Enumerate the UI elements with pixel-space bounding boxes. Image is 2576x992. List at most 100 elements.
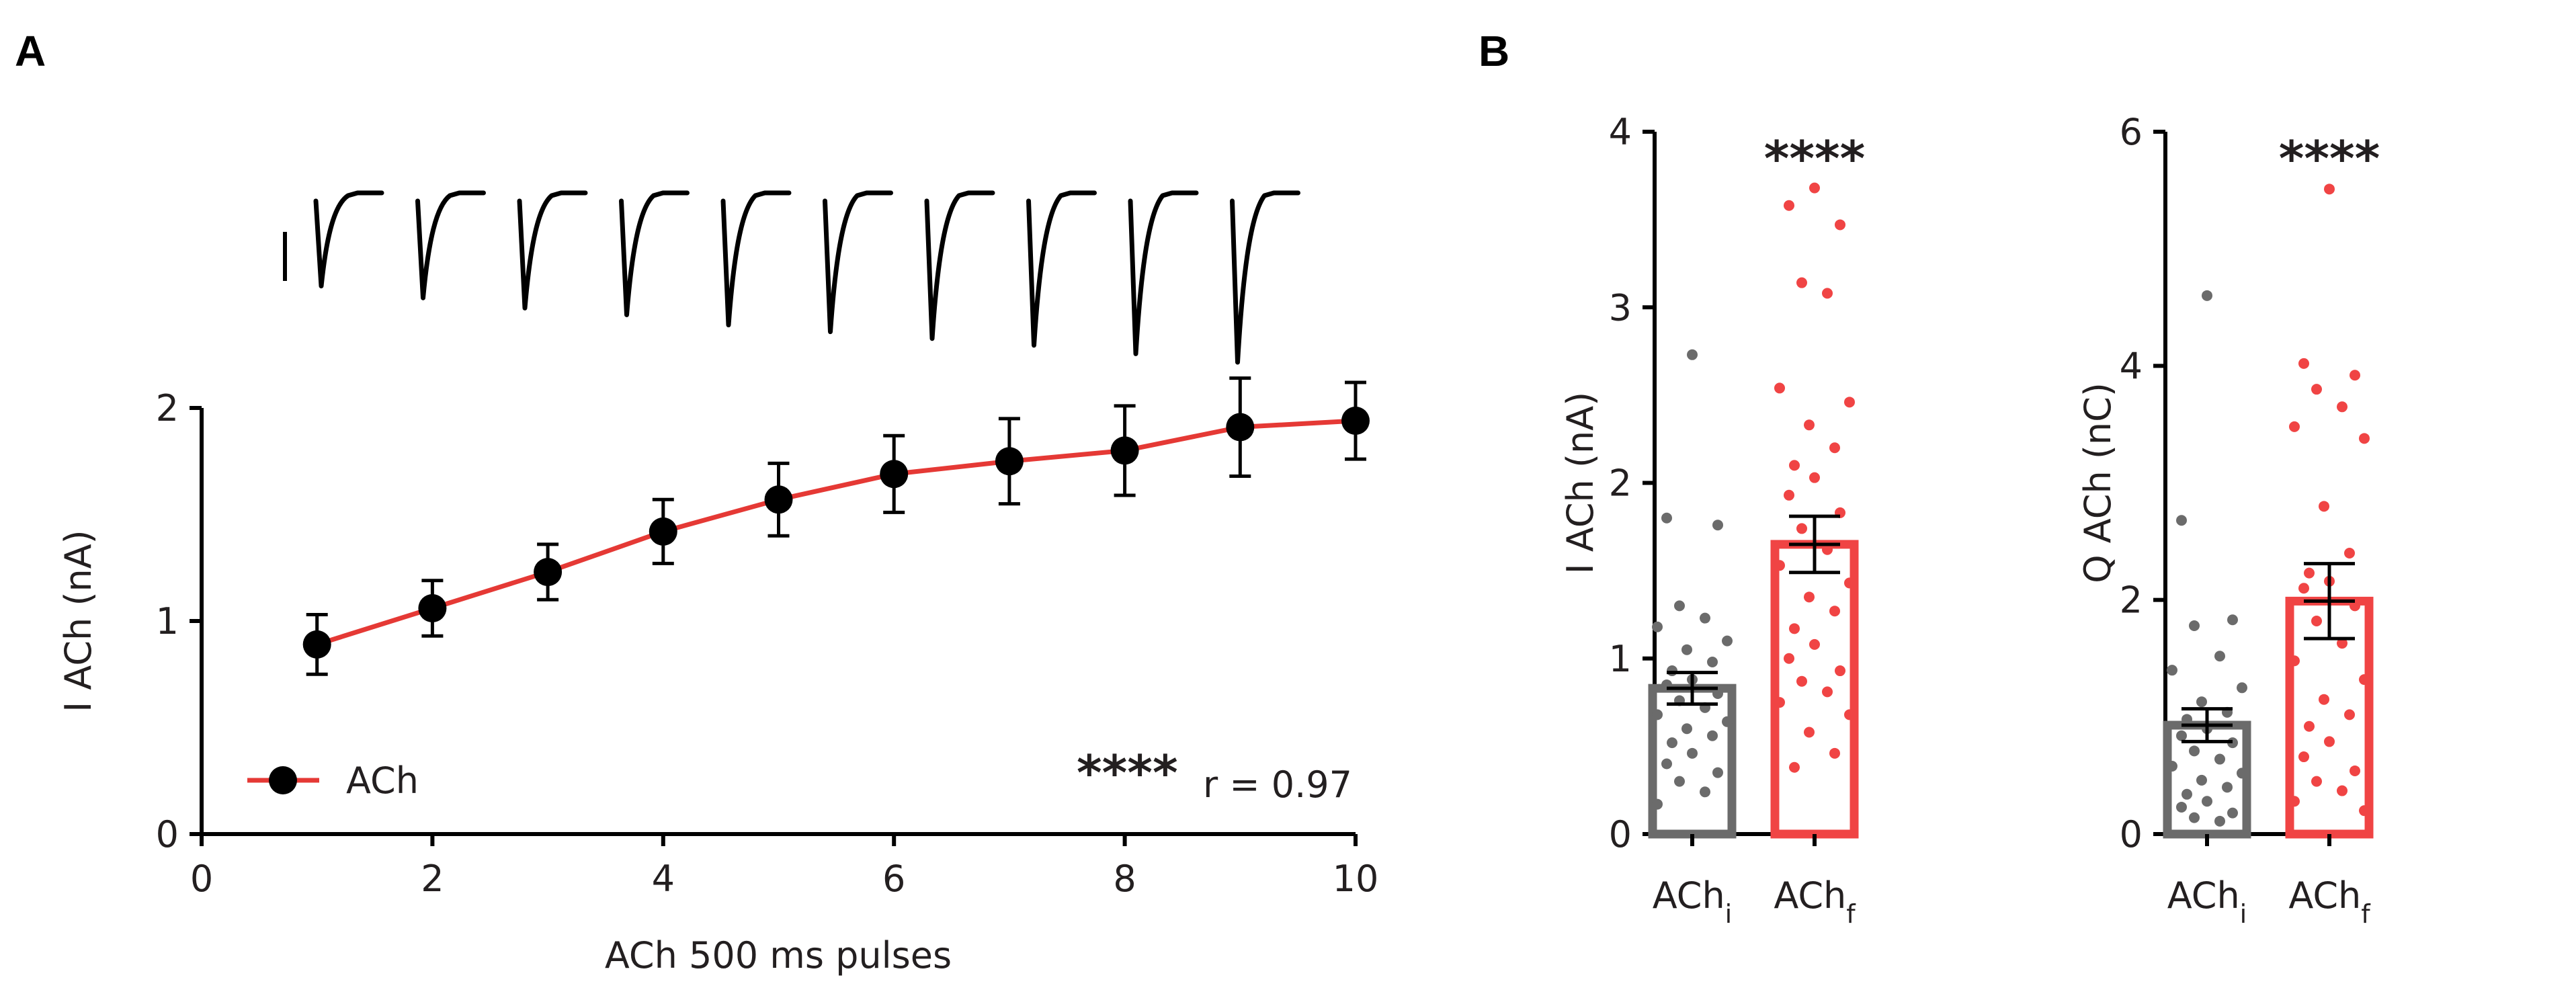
current-trace bbox=[720, 190, 792, 328]
data-point bbox=[995, 447, 1024, 476]
current-trace bbox=[619, 190, 690, 317]
legend: ACh bbox=[247, 759, 419, 802]
current-trace bbox=[1026, 190, 1097, 348]
data-point bbox=[2298, 751, 2309, 763]
data-point bbox=[302, 630, 331, 659]
category-label: AChi bbox=[2167, 874, 2247, 929]
data-point bbox=[1226, 413, 1255, 442]
panel-b-charge-chart: 0 2 4 6 Q ACh (nC) AChi AChf **** bbox=[2077, 111, 2380, 929]
data-point bbox=[1700, 612, 1710, 624]
data-point bbox=[1804, 591, 1815, 603]
data-point bbox=[1722, 635, 1733, 647]
data-point bbox=[1661, 512, 1672, 524]
data-point bbox=[1774, 697, 1785, 708]
y-tick-label: 1 bbox=[156, 600, 179, 643]
y-tick-label: 2 bbox=[2120, 579, 2143, 622]
current-traces bbox=[313, 190, 1300, 365]
data-point bbox=[1829, 606, 1840, 617]
data-point bbox=[2189, 620, 2200, 631]
x-tick-label: 8 bbox=[1113, 858, 1136, 900]
data-point bbox=[1784, 489, 1794, 501]
data-point bbox=[534, 558, 563, 587]
data-point bbox=[2319, 501, 2329, 512]
data-point bbox=[1789, 623, 1800, 634]
y-tick-label: 1 bbox=[1609, 638, 1632, 680]
data-point bbox=[2319, 694, 2329, 705]
y-tick-label: 0 bbox=[2120, 813, 2143, 856]
bar bbox=[1770, 540, 1859, 839]
data-point bbox=[2298, 583, 2309, 594]
data-point bbox=[2227, 807, 2238, 819]
y-axis-label-a: I ACh (nA) bbox=[57, 530, 99, 712]
data-point bbox=[2350, 370, 2360, 381]
data-point bbox=[2202, 796, 2212, 807]
data-point bbox=[1784, 653, 1794, 664]
data-point bbox=[1341, 407, 1370, 436]
y-tick-label: 4 bbox=[1609, 111, 1632, 153]
data-point bbox=[2176, 801, 2187, 813]
current-trace bbox=[1230, 190, 1300, 365]
data-point bbox=[2189, 745, 2200, 757]
current-trace bbox=[313, 190, 384, 289]
data-point bbox=[1667, 737, 1677, 749]
data-point bbox=[1804, 419, 1815, 431]
data-point bbox=[1835, 665, 1845, 677]
y-tick-label: 3 bbox=[1609, 286, 1632, 329]
data-point bbox=[1796, 277, 1807, 288]
y-axis-label: Q ACh (nC) bbox=[2077, 382, 2119, 583]
panel-b-current-chart: 0 1 2 3 4 I ACh (nA) AChi AChf **** bbox=[1559, 111, 1865, 929]
current-trace bbox=[924, 190, 995, 341]
data-point bbox=[2289, 655, 2300, 667]
data-point bbox=[1809, 472, 1820, 483]
data-point bbox=[2359, 674, 2370, 686]
data-point bbox=[2189, 812, 2200, 823]
data-point bbox=[1110, 436, 1139, 465]
current-trace bbox=[823, 190, 893, 335]
data-point bbox=[2359, 805, 2370, 817]
current-trace bbox=[517, 190, 588, 311]
data-point bbox=[1844, 397, 1855, 408]
data-point bbox=[1681, 723, 1692, 735]
data-point bbox=[1784, 200, 1794, 211]
data-point bbox=[2202, 290, 2212, 301]
series-line-ach bbox=[316, 418, 1356, 647]
data-point bbox=[1674, 600, 1685, 612]
data-point bbox=[1789, 761, 1800, 773]
y-tick-label: 2 bbox=[1609, 462, 1632, 505]
data-point bbox=[1712, 767, 1723, 778]
y-tick-label: 2 bbox=[156, 387, 179, 429]
data-point bbox=[2176, 515, 2187, 526]
data-point bbox=[1844, 709, 1855, 720]
data-point bbox=[2176, 730, 2187, 741]
data-point bbox=[2304, 720, 2315, 732]
data-point bbox=[2182, 714, 2192, 725]
data-point bbox=[1652, 621, 1663, 632]
data-point bbox=[2167, 760, 2177, 772]
data-point bbox=[2304, 567, 2315, 579]
category-label: AChf bbox=[2288, 874, 2371, 929]
x-tick-label: 0 bbox=[190, 858, 213, 900]
data-point bbox=[1789, 460, 1800, 471]
data-point bbox=[1804, 727, 1815, 738]
data-point bbox=[2350, 765, 2360, 776]
x-tick-label: 4 bbox=[652, 858, 675, 900]
data-point bbox=[1809, 182, 1820, 194]
current-trace bbox=[415, 190, 486, 300]
data-point bbox=[2227, 614, 2238, 626]
data-point bbox=[1652, 709, 1663, 720]
data-point bbox=[1681, 644, 1692, 655]
category-label: AChi bbox=[1653, 874, 1732, 929]
legend-marker bbox=[269, 766, 297, 794]
data-point bbox=[1809, 638, 1820, 650]
data-point bbox=[880, 460, 909, 489]
y-tick-label: 4 bbox=[2120, 345, 2143, 387]
data-point bbox=[764, 485, 793, 514]
data-point bbox=[2337, 785, 2348, 796]
panel-label-a: A bbox=[15, 27, 46, 75]
data-point bbox=[2214, 815, 2225, 827]
data-point bbox=[2167, 665, 2177, 676]
data-point bbox=[2214, 651, 2225, 662]
data-point bbox=[2311, 384, 2322, 395]
y-tick-label: 6 bbox=[2120, 111, 2143, 153]
data-point bbox=[2337, 401, 2348, 413]
